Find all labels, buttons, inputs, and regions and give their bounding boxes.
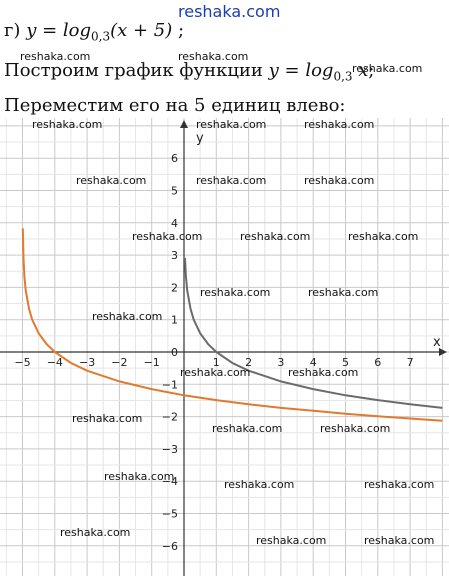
y-tick-label: −1 <box>162 378 178 391</box>
y-tick-label: −4 <box>162 475 178 488</box>
x-axis-arrow <box>439 348 447 356</box>
function-graph: x y −5 −4 −3 −2 −1 1 2 3 4 5 6 7 −6 −5 −4 −3 −2 −1 0 1 2 3 4 5 6 <box>0 118 449 576</box>
y-axis-arrow <box>180 120 188 128</box>
y-tick-label: 2 <box>171 281 178 294</box>
watermark-text: reshaka.com <box>256 534 327 547</box>
watermark-text: reshaka.com <box>304 174 375 187</box>
watermark-text: reshaka.com <box>288 366 359 379</box>
y-tick-label: −5 <box>162 508 178 521</box>
watermark-text: reshaka.com <box>104 470 175 483</box>
x-tick-label: 1 <box>213 356 220 369</box>
task-suffix: ; <box>172 20 185 41</box>
x-tick-label: 2 <box>245 356 252 369</box>
y-tick-label: 4 <box>171 217 178 230</box>
watermark-text: reshaka.com <box>308 286 379 299</box>
y-axis-label: y <box>196 131 204 146</box>
watermark-text: reshaka.com <box>240 230 311 243</box>
build-log-base: 0,3 <box>333 69 353 84</box>
watermark-text: reshaka.com <box>60 526 131 539</box>
watermark-text: reshaka.com <box>196 174 267 187</box>
curve-log-x-plus-5 <box>21 228 443 422</box>
watermark-text: reshaka.com <box>200 286 271 299</box>
watermark-text: reshaka.com <box>20 50 91 63</box>
watermark-text: reshaka.com <box>32 118 103 131</box>
watermark-text: reshaka.com <box>364 534 435 547</box>
build-suffix: ; <box>368 60 375 81</box>
x-tick-label: 3 <box>277 356 284 369</box>
watermark-text: reshaka.com <box>212 422 283 435</box>
x-tick-label: 7 <box>407 356 414 369</box>
x-axis-label: x <box>433 335 441 350</box>
x-tick-label: −3 <box>79 356 95 369</box>
x-tick-label: −2 <box>111 356 127 369</box>
build-function: y = log <box>268 60 334 81</box>
watermark-text: reshaka.com <box>180 366 251 379</box>
task-prefix: г) <box>4 20 27 41</box>
y-tick-label: 3 <box>171 249 178 262</box>
watermark-text: reshaka.com <box>304 118 375 131</box>
build-argument: x <box>352 60 369 81</box>
x-tick-label: 4 <box>310 356 317 369</box>
x-tick-label: −5 <box>14 356 30 369</box>
y-tick-label: −2 <box>162 411 178 424</box>
x-tick-label: 6 <box>374 356 381 369</box>
task-line: г) y = log0,3(x + 5) ; <box>4 20 184 44</box>
build-prefix: Построим график функции <box>4 60 269 81</box>
task-log-base: 0,3 <box>91 29 111 44</box>
y-tick-label: 1 <box>171 314 178 327</box>
watermark-text: reshaka.com <box>320 422 391 435</box>
curve-log-x <box>184 257 443 409</box>
watermark-text: reshaka.com <box>364 478 435 491</box>
shift-line: Переместим его на 5 единиц влево: <box>4 95 346 116</box>
y-tick-label: −6 <box>162 540 178 553</box>
y-tick-label: −3 <box>162 443 178 456</box>
watermark-text: reshaka.com <box>72 412 143 425</box>
build-line: Построим график функции y = log0,3 x; <box>4 60 374 84</box>
y-tick-label: 0 <box>171 346 178 359</box>
task-argument: (x + 5) <box>110 20 173 41</box>
y-tick-label: 6 <box>171 152 178 165</box>
x-tick-label: 5 <box>342 356 349 369</box>
watermark-text: reshaka.com <box>196 118 267 131</box>
task-function: y = log <box>26 20 91 41</box>
watermark-text: reshaka.com <box>224 478 295 491</box>
x-tick-label: −4 <box>47 356 63 369</box>
watermark-text: reshaka.com <box>348 230 419 243</box>
watermark-text: reshaka.com <box>92 310 163 323</box>
watermark-text: reshaka.com <box>132 230 203 243</box>
watermark-text: reshaka.com <box>178 50 249 63</box>
site-brand[interactable]: reshaka.com <box>178 2 281 21</box>
x-tick-label: −1 <box>144 356 160 369</box>
watermark-text: reshaka.com <box>76 174 147 187</box>
y-tick-label: 5 <box>171 185 178 198</box>
watermark-text: reshaka.com <box>352 62 423 75</box>
